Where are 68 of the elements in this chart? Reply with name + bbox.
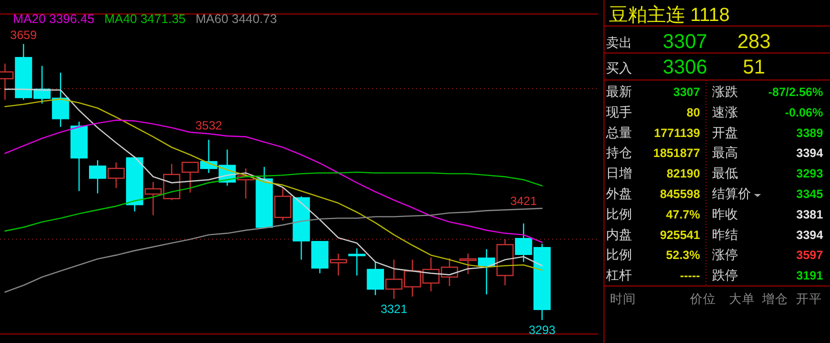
annotation: 3293	[528, 323, 556, 337]
text: 52.3%	[666, 248, 700, 262]
text: 1771139	[654, 126, 700, 140]
text: 3597	[796, 248, 824, 262]
text: 3191	[796, 268, 824, 283]
candlestick	[182, 162, 199, 194]
text: 日增	[606, 166, 632, 181]
candlestick	[108, 162, 125, 189]
text: 3345	[796, 187, 824, 201]
text: 跌停	[712, 268, 738, 283]
text: 3381	[796, 207, 824, 222]
text: 价位	[689, 292, 716, 306]
text: -----	[680, 268, 700, 283]
annotation: 3321	[380, 302, 408, 316]
text: 卖出	[606, 35, 632, 50]
text: 3307	[662, 31, 708, 53]
text: 47.7%	[666, 207, 700, 222]
text: 比例	[606, 206, 632, 222]
text: MA20 3396.45	[13, 12, 94, 26]
text: 开平	[796, 292, 822, 306]
candlestick	[89, 160, 106, 194]
text: 总量	[605, 124, 632, 140]
candlestick	[478, 248, 496, 295]
text: 925541	[660, 228, 700, 242]
text: 82190	[666, 166, 700, 181]
text: -0.06%	[784, 105, 824, 120]
text: 结算价	[712, 186, 751, 201]
text: 3394	[796, 146, 824, 160]
text: 3307	[673, 85, 700, 99]
text: MA60 3440.73	[196, 12, 277, 26]
text: 3306	[662, 56, 708, 78]
text: 外盘	[606, 186, 632, 201]
candlestick	[366, 261, 384, 296]
text: 现手	[606, 104, 632, 120]
candlestick	[330, 253, 347, 276]
text: 昨结	[712, 226, 738, 242]
candlestick	[459, 253, 477, 275]
text: 283	[737, 31, 771, 53]
text: 845598	[660, 187, 700, 201]
text: 持仓	[606, 145, 632, 160]
text: 昨收	[712, 206, 738, 222]
text: 1851877	[653, 146, 700, 160]
text: 买入	[606, 60, 632, 76]
annotation: 3659	[10, 28, 38, 42]
text: 涨跌	[712, 84, 738, 99]
text: 内盘	[606, 226, 632, 242]
text: 时间	[610, 292, 636, 306]
text: 开盘	[712, 124, 738, 140]
text: 80	[686, 105, 700, 120]
text: 大单	[729, 292, 755, 306]
text: 51	[742, 56, 766, 78]
text: 3293	[796, 166, 824, 181]
text: 比例	[606, 247, 632, 262]
text: 涨停	[712, 247, 738, 262]
text: 最低	[712, 166, 738, 181]
text: 速涨	[712, 104, 738, 120]
text: MA40 3471.35	[104, 12, 186, 26]
text: 3389	[796, 126, 824, 140]
text: 杠杆	[605, 268, 632, 283]
text: -87/2.56%	[768, 85, 824, 99]
text: 豆粕主连 1118	[609, 4, 730, 26]
annotation: 3421	[510, 194, 538, 208]
text: 增仓	[761, 292, 788, 306]
annotation: 3532	[195, 118, 222, 133]
text: 最高	[712, 145, 738, 160]
text: 最新	[606, 84, 632, 99]
text: 3394	[796, 228, 824, 242]
candlestick	[274, 187, 292, 222]
